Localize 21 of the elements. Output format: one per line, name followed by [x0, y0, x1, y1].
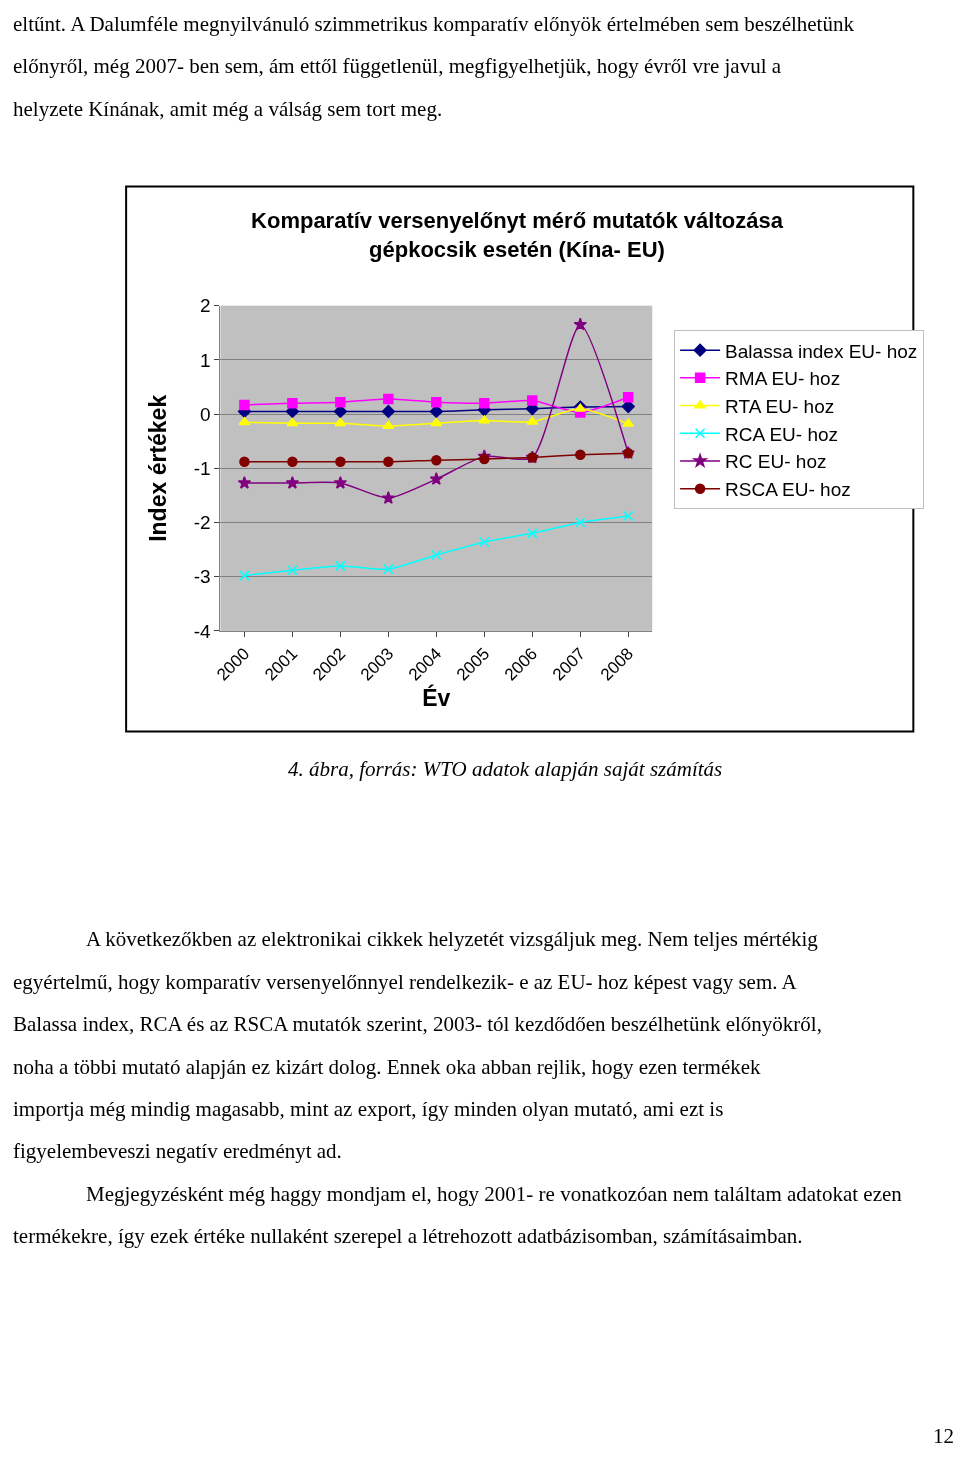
legend-label: RSCA EU- hoz — [725, 479, 851, 501]
legend-label: RTA EU- hoz — [725, 395, 835, 417]
text: 4. ábra, forrás: WTO adatok alapján saját számítás — [288, 757, 723, 781]
y-tick-label: -1 — [193, 457, 211, 479]
legend-label: Balassa index EU- hoz — [725, 340, 918, 362]
y-tick-label: -2 — [193, 512, 211, 534]
y-axis-title: Index értékek — [145, 394, 172, 542]
chart-title: Komparatív versenyelőnyt mérő mutatók változása gépkocsik esetén (Kína- EU) — [251, 208, 784, 262]
y-tick-label: 0 — [200, 403, 211, 425]
legend-label: RCA EU- hoz — [725, 423, 839, 445]
y-tick-label: 1 — [200, 349, 211, 371]
y-tick-label: -3 — [193, 566, 211, 588]
text: 12 — [933, 1424, 954, 1448]
text: Megjegyzésként még haggy mondjam el, hogy 2001- re vonatkozóan nem találtam adatokat ezen termékekre, így ezek értéke nullaként szerepel a létrehozott adatbázisomban, számításaimban. — [13, 1182, 903, 1248]
text: eltűnt. A Dalumféle megnyilvánuló szimmetrikus komparatív előnyök értelmében sem beszélhetünk előnyről, még 2007- ben sem, ám ettől függetlenül, megfigyelhetjük, hogy évről vre javul a helyzete Kínának, amit még a válság sem tort meg. — [13, 12, 855, 121]
y-tick-label: -4 — [193, 620, 212, 642]
legend-label: RMA EU- hoz — [725, 368, 841, 390]
x-axis-title: Év — [422, 684, 451, 712]
text: A következőkben az elektronikai cikkek helyzetét vizsgáljuk meg. Nem teljes mértékig egyértelmű, hogy komparatív versenyelőnnyel rendelkezik- e az EU- hoz képest vagy sem. A Balassa index, RCA és az RSCA mutatók szerint, 2003- tól kezdődően beszélhetünk előnyökről, noha a többi mutató alapján ez kizárt dolog. Ennek oka abban rejlik, hogy ezen termékek importja még mindig magasabb, mint az export, így minden olyan mutató, ami ezt is figyelembeveszi negatív eredményt ad. — [13, 927, 822, 1163]
y-tick-label: 2 — [200, 295, 211, 317]
legend-label: RC EU- hoz — [725, 451, 827, 473]
